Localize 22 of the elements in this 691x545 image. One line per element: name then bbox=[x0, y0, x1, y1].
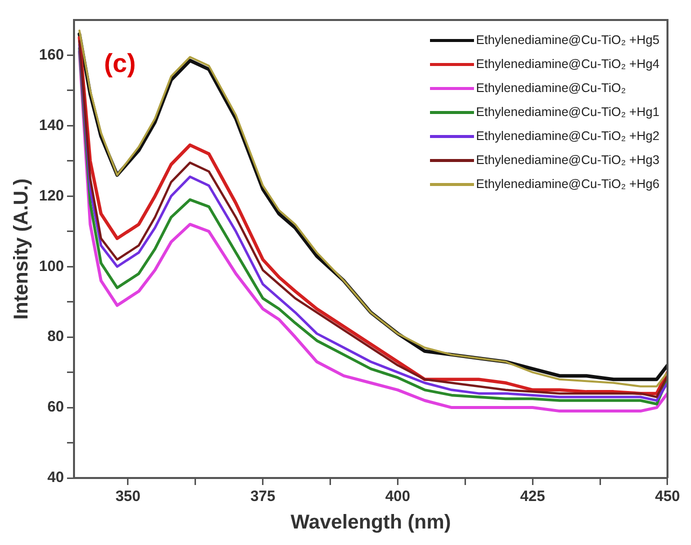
legend-label: Ethylenediamine@Cu-TiO₂ bbox=[476, 81, 626, 95]
legend-label: Ethylenediamine@Cu-TiO₂ +Hg3 bbox=[476, 153, 660, 167]
x-tick-label: 375 bbox=[250, 488, 276, 506]
x-tick-label: 450 bbox=[654, 488, 680, 506]
legend-label: Ethylenediamine@Cu-TiO₂ +Hg5 bbox=[476, 33, 660, 47]
legend-label: Ethylenediamine@Cu-TiO₂ +Hg1 bbox=[476, 105, 660, 119]
x-tick-label: 350 bbox=[115, 488, 140, 506]
x-tick-label: 425 bbox=[520, 488, 546, 506]
y-tick-label: 140 bbox=[38, 116, 64, 134]
legend-label: Ethylenediamine@Cu-TiO₂ +Hg4 bbox=[476, 57, 660, 71]
y-tick-label: 160 bbox=[38, 46, 64, 64]
x-tick-label: 400 bbox=[385, 488, 410, 506]
y-tick-label: 120 bbox=[38, 187, 64, 204]
x-axis-title: Wavelength (nm) bbox=[290, 512, 451, 534]
y-axis-title: Intensity (A.U.) bbox=[10, 178, 33, 320]
y-tick-label: 100 bbox=[38, 258, 64, 275]
legend-label: Ethylenediamine@Cu-TiO₂ +Hg2 bbox=[476, 129, 660, 143]
annotation: (c) bbox=[104, 48, 136, 79]
y-tick-label: 80 bbox=[47, 328, 64, 346]
legend-label: Ethylenediamine@Cu-TiO₂ +Hg6 bbox=[476, 177, 660, 191]
y-tick-label: 40 bbox=[47, 469, 64, 486]
y-tick-label: 60 bbox=[47, 398, 64, 416]
